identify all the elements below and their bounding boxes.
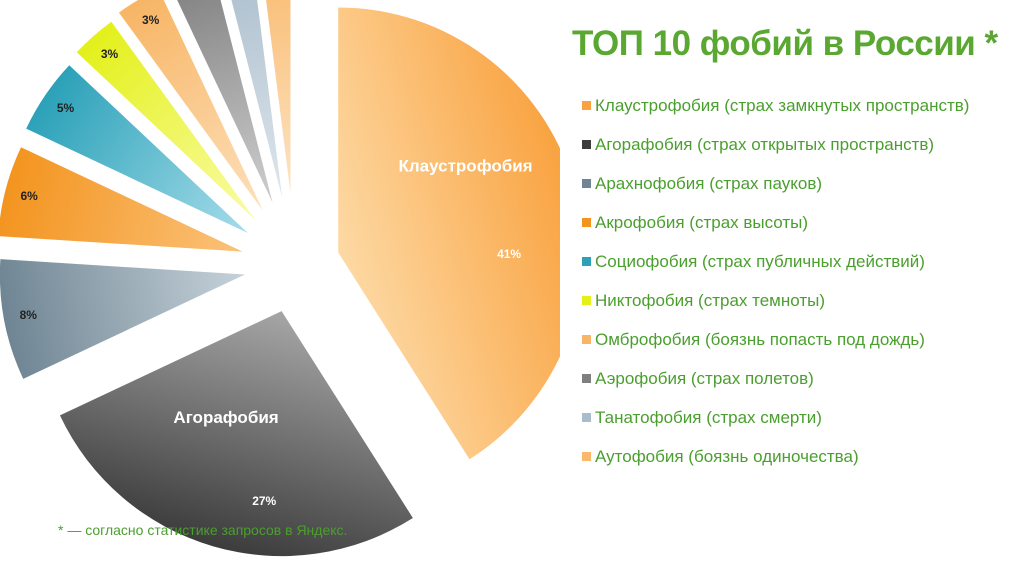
legend-swatch <box>582 218 591 227</box>
slice-percent-label: 6% <box>20 189 38 203</box>
legend-item: Аутофобия (боязнь одиночества) <box>582 437 969 476</box>
legend-item: Арахнофобия (страх пауков) <box>582 164 969 203</box>
legend-item: Акрофобия (страх высоты) <box>582 203 969 242</box>
slice-percent-label: 3% <box>101 47 119 61</box>
legend-label: Арахнофобия (страх пауков) <box>595 173 823 193</box>
legend-swatch <box>582 413 591 422</box>
legend-item: Омброфобия (боязнь попасть под дождь) <box>582 320 969 359</box>
legend-label: Клаустрофобия (страх замкнутых пространс… <box>595 95 970 115</box>
legend-label: Никтофобия (страх темноты) <box>595 290 826 310</box>
pie-chart: 41% Клаустрофобия 27% Агорафобия 8% 6% 5% 3% 3% 3… <box>0 0 560 557</box>
legend-swatch <box>582 452 591 461</box>
slice-name-label: Клаустрофобия <box>398 156 532 175</box>
legend-swatch <box>582 179 591 188</box>
slice-percent-label: 5% <box>57 101 75 115</box>
legend-swatch <box>582 296 591 305</box>
pie-slice <box>231 0 283 198</box>
slice-name-label: Агорафобия <box>173 408 278 427</box>
legend-label: Агорафобия (страх открытых пространств) <box>595 134 935 154</box>
pie-slice <box>0 147 243 252</box>
footnote: * — согласно статистике запросов в Яндек… <box>58 522 348 538</box>
slice-percent-label: 3% <box>142 13 160 27</box>
legend-item: Агорафобия (страх открытых пространств) <box>582 125 969 164</box>
pie-slice <box>118 0 263 211</box>
legend-item: Аэрофобия (страх полетов) <box>582 359 969 398</box>
legend-swatch <box>582 374 591 383</box>
pie-slice <box>338 7 560 460</box>
legend-label: Акрофобия (страх высоты) <box>595 212 809 232</box>
pie-slice <box>26 65 248 233</box>
legend-swatch <box>582 140 591 149</box>
pie-slice <box>266 0 291 194</box>
pie-slice <box>177 0 273 203</box>
chart-legend: Клаустрофобия (страх замкнутых пространс… <box>582 86 969 476</box>
legend-label: Танатофобия (страх смерти) <box>595 407 822 427</box>
legend-label: Омброфобия (боязнь попасть под дождь) <box>595 329 925 349</box>
pie-slice <box>76 21 256 220</box>
slice-percent-label: 41% <box>497 247 521 261</box>
slice-percent-label: 27% <box>252 494 276 508</box>
legend-item: Социофобия (страх публичных действий) <box>582 242 969 281</box>
legend-item: Никтофобия (страх темноты) <box>582 281 969 320</box>
legend-swatch <box>582 335 591 344</box>
legend-swatch <box>582 257 591 266</box>
legend-label: Социофобия (страх публичных действий) <box>595 251 925 271</box>
chart-title: ТОП 10 фобий в России * <box>572 24 998 63</box>
legend-swatch <box>582 101 591 110</box>
legend-item: Танатофобия (страх смерти) <box>582 398 969 437</box>
legend-label: Аутофобия (боязнь одиночества) <box>595 446 859 466</box>
slice-percent-label: 3% <box>189 0 207 2</box>
pie-slice <box>0 259 245 379</box>
pie-slice <box>59 311 413 557</box>
slice-percent-label: 8% <box>20 308 38 322</box>
legend-item: Клаустрофобия (страх замкнутых пространс… <box>582 86 969 125</box>
legend-label: Аэрофобия (страх полетов) <box>595 368 814 388</box>
